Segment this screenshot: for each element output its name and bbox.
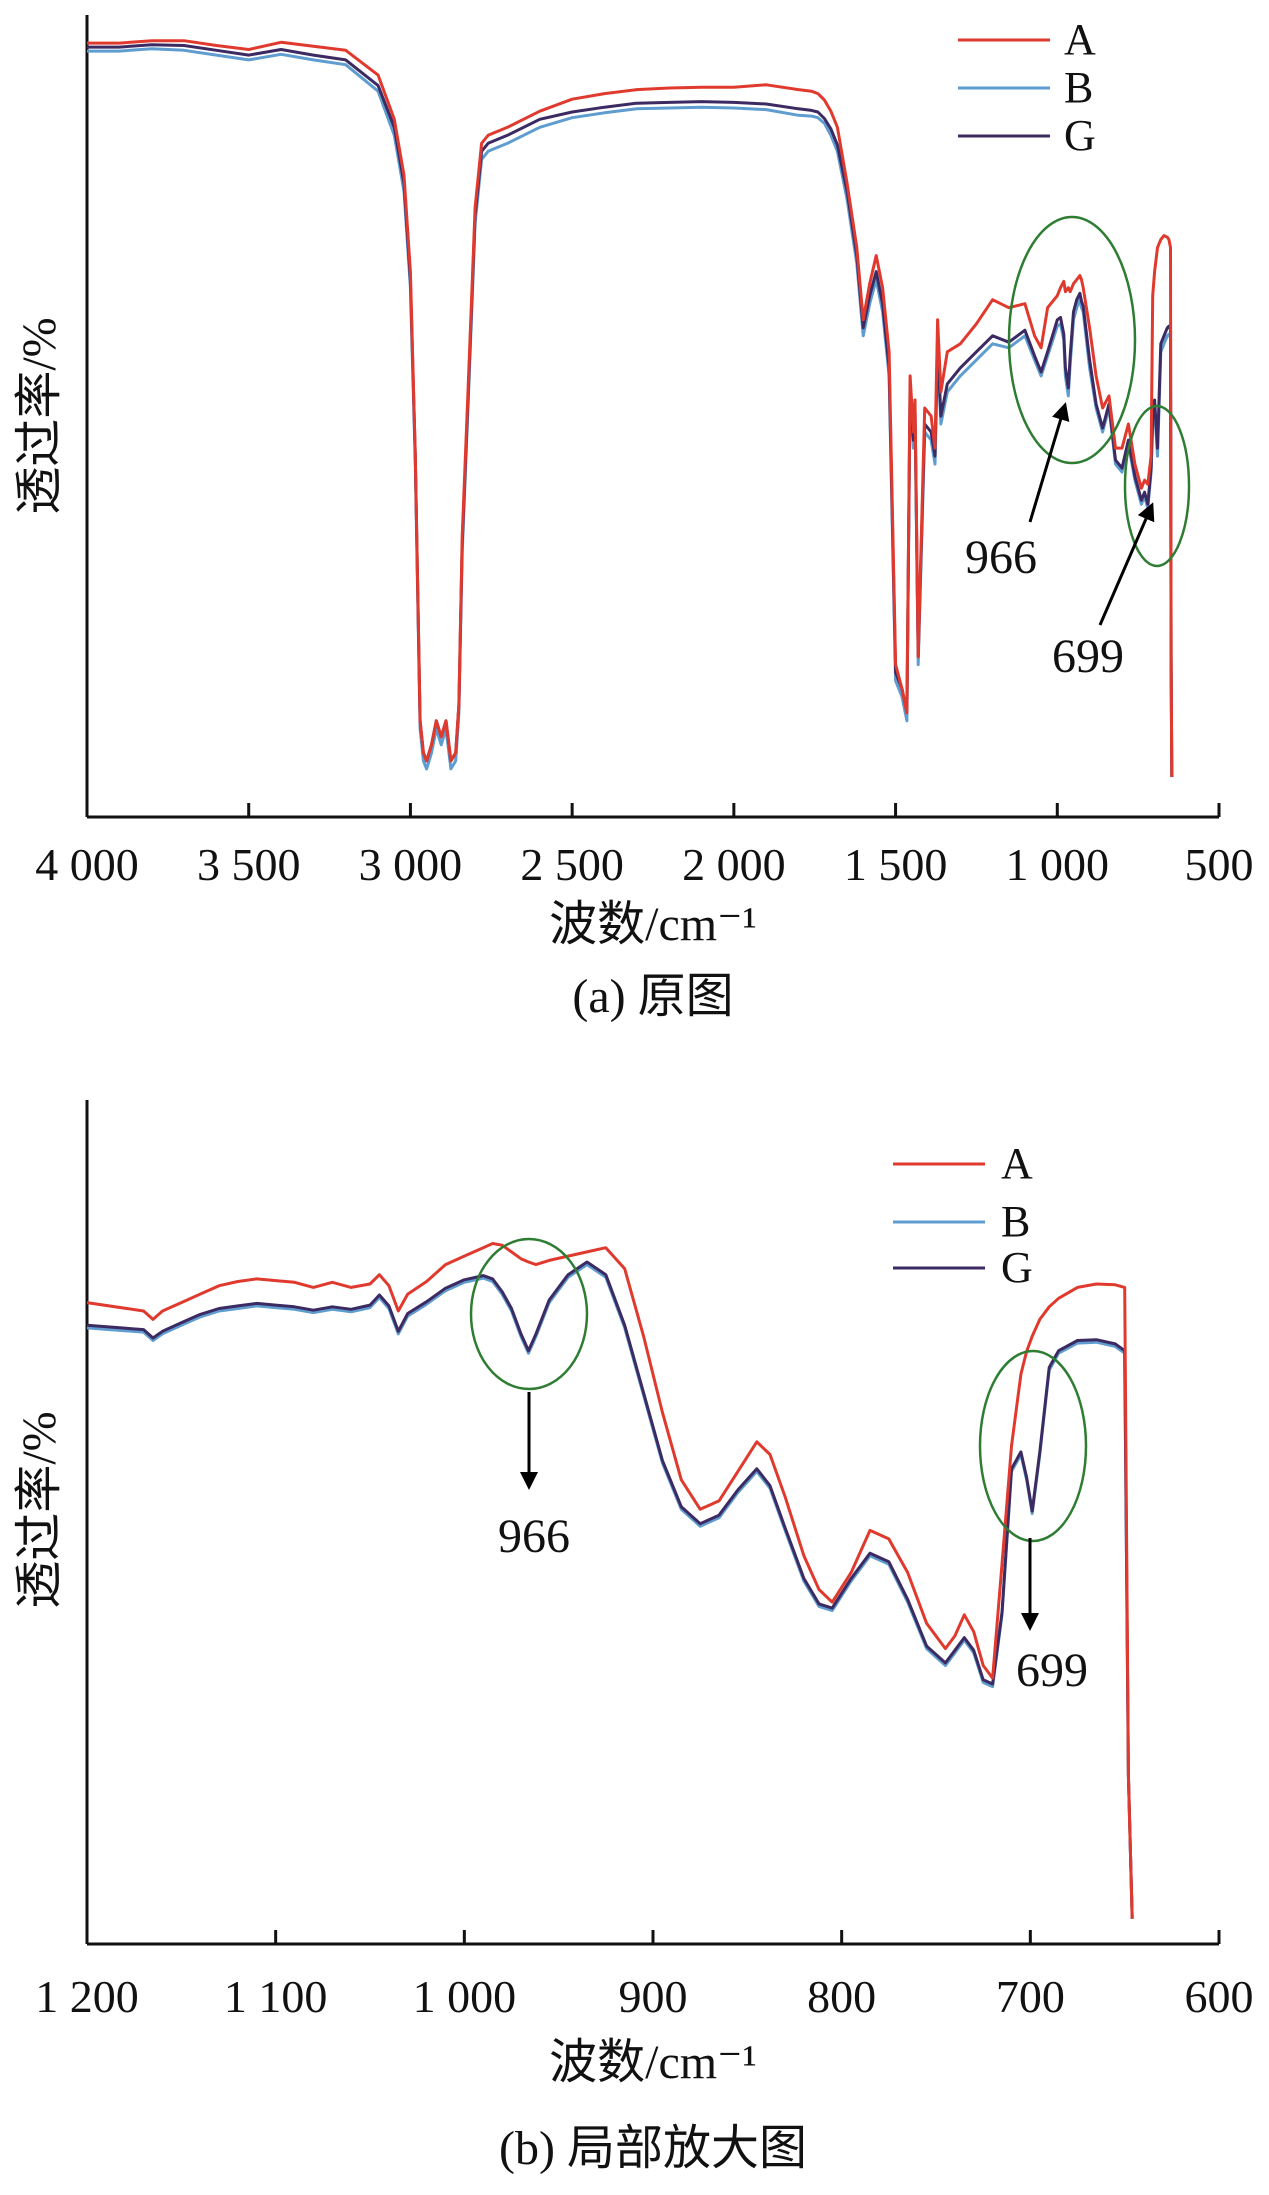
panel-b-series-group	[86, 1242, 1134, 1919]
panel-a-highlight-966-ellipse	[1007, 215, 1137, 465]
panel-a-x-tick-label-2000: 2 000	[682, 839, 786, 890]
panel-b-caption: (b) 局部放大图	[499, 2122, 807, 2175]
panel-a-legend: A B G	[958, 15, 1096, 160]
panel-a-x-tick-label-1500: 1 500	[844, 839, 948, 890]
panel-a-annotation-699: 699	[1052, 630, 1124, 683]
panel-b-highlight-966-ellipse	[469, 1237, 589, 1391]
panel-b-legend: A B G	[893, 1139, 1033, 1292]
panel-a-highlight-699-ellipse	[1123, 404, 1191, 568]
panel-b-zoomed-spectrum: 1 200 1 100 1 000 900 800 700 600 966 699 A B …	[13, 1100, 1254, 2175]
panel-b-x-tick-label-900: 900	[619, 1971, 688, 2022]
panel-b-highlight-699-ellipse	[978, 1349, 1088, 1543]
panel-a-x-tick-label-500: 500	[1185, 839, 1254, 890]
panel-a-x-tick-label-2500: 2 500	[520, 839, 624, 890]
panel-a-x-tick-label-3000: 3 000	[359, 839, 463, 890]
panel-a-x-ticks: 4 000 3 500 3 000 2 500 2 000 1 500 1 000 500	[35, 803, 1254, 890]
panel-a-arrow-699	[1098, 502, 1155, 626]
panel-b-series-line-a	[86, 1242, 1134, 1919]
panel-b-plot-area: 1 200 1 100 1 000 900 800 700 600 966 699 A B …	[35, 1100, 1254, 2022]
panel-b-y-axis-title: 透过率/%	[13, 1411, 66, 1608]
panel-b-x-tick-label-1000: 1 000	[413, 1971, 517, 2022]
panel-a-caption: (a) 原图	[572, 970, 733, 1023]
panel-b-x-tick-label-700: 700	[996, 1971, 1065, 2022]
panel-a-legend-label-g: G	[1064, 111, 1096, 160]
panel-b-legend-label-a: A	[1001, 1139, 1033, 1188]
panel-b-x-tick-label-1100: 1 100	[224, 1971, 328, 2022]
panel-b-series-line-b	[86, 1263, 1134, 1919]
panel-a-series-group	[87, 39, 1174, 777]
panel-b-x-tick-label-1200: 1 200	[35, 1971, 139, 2022]
panel-b-legend-label-g: G	[1001, 1243, 1033, 1292]
panel-b-annotation-699: 699	[1016, 1644, 1088, 1697]
panel-b-series-line-g	[86, 1260, 1134, 1919]
panel-b-x-axis-title: 波数/cm⁻¹	[549, 2036, 757, 2089]
panel-a-series-line-a	[87, 39, 1174, 777]
panel-a-x-axis-title: 波数/cm⁻¹	[549, 898, 757, 951]
panel-a-original-spectrum: 4 000 3 500 3 000 2 500 2 000 1 500 1 000 500 9…	[13, 15, 1254, 1023]
panel-a-arrow-966	[1028, 402, 1070, 523]
panel-a-x-tick-label-3500: 3 500	[197, 839, 301, 890]
panel-a-annotation-966: 966	[965, 531, 1037, 584]
panel-a-x-tick-label-1000: 1 000	[1006, 839, 1110, 890]
panel-b-x-ticks: 1 200 1 100 1 000 900 800 700 600	[35, 1930, 1254, 2022]
panel-b-x-tick-label-800: 800	[807, 1971, 876, 2022]
panel-b-annotation-966: 966	[498, 1510, 570, 1563]
panel-a-legend-label-a: A	[1064, 15, 1096, 64]
panel-a-y-axis-title: 透过率/%	[13, 317, 66, 514]
panel-a-legend-label-b: B	[1064, 63, 1093, 112]
panel-a-series-line-b	[87, 47, 1174, 777]
panel-a-series-line-g	[87, 43, 1174, 777]
panel-a-plot-area: 4 000 3 500 3 000 2 500 2 000 1 500 1 000 500 9…	[35, 15, 1254, 890]
panel-b-x-tick-label-600: 600	[1185, 1971, 1254, 2022]
panel-a-x-tick-label-4000: 4 000	[35, 839, 139, 890]
panel-b-legend-label-b: B	[1001, 1197, 1030, 1246]
